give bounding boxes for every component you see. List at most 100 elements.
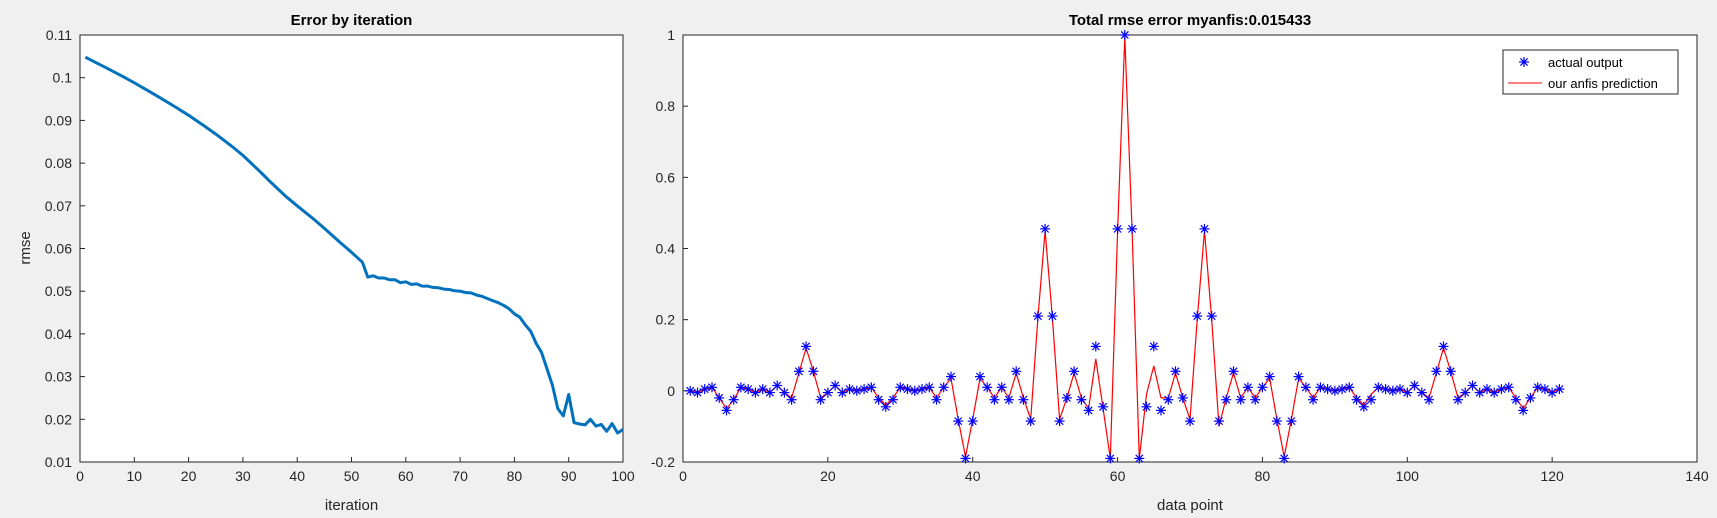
actual-output-point [1416, 387, 1427, 398]
actual-output-point [764, 387, 775, 398]
legend-label-actual: actual output [1548, 55, 1623, 70]
actual-output-point [1199, 223, 1210, 234]
y-tick-label: 0.05 [45, 283, 72, 299]
actual-output-point [1192, 311, 1203, 322]
actual-output-point [1308, 394, 1319, 405]
x-tick-label: 100 [611, 468, 635, 484]
y-tick-label: 1 [667, 27, 675, 43]
actual-output-point [692, 387, 703, 398]
left-ticks: 0 10 20 30 40 50 60 70 80 90 100 0.01 0.02 0.03 0.04 0.… [45, 27, 635, 484]
actual-output-point [859, 384, 870, 395]
right-chart: Total rmse error myanfis:0.015433 data p… [651, 12, 1709, 514]
actual-output-point [1525, 392, 1536, 403]
actual-output-point [866, 382, 877, 393]
right-chart-title: Total rmse error myanfis:0.015433 [1069, 12, 1311, 29]
actual-output-point [1489, 387, 1500, 398]
actual-output-point [917, 384, 927, 395]
actual-output-point [1257, 382, 1268, 393]
actual-output-point [1003, 394, 1014, 405]
actual-output-point [1467, 380, 1478, 391]
actual-output-point [960, 453, 971, 464]
actual-output-point [786, 394, 797, 405]
actual-output-point [837, 387, 848, 398]
actual-output-point [808, 366, 819, 377]
actual-output-point [772, 380, 783, 391]
actual-output-point [815, 394, 826, 405]
actual-output-point [750, 387, 761, 398]
legend-marker-actual [1519, 57, 1529, 67]
actual-output-point [1315, 382, 1326, 393]
actual-output-point [1185, 416, 1195, 427]
actual-output-point [1141, 401, 1152, 412]
x-tick-label: 80 [507, 468, 523, 484]
x-tick-label: 0 [76, 468, 84, 484]
actual-output-point [996, 382, 1007, 393]
y-tick-label: 0.4 [656, 241, 676, 257]
actual-output-point [1496, 384, 1507, 395]
actual-output-point [1163, 394, 1174, 405]
legend-label-prediction: our anfis prediction [1548, 76, 1658, 91]
actual-output-point [1228, 366, 1239, 377]
x-tick-label: 20 [820, 468, 836, 484]
actual-output-point [1293, 371, 1304, 382]
x-tick-label: 20 [181, 468, 197, 484]
y-tick-label: 0.11 [46, 27, 72, 43]
actual-output-point [1032, 311, 1043, 322]
actual-output-point [873, 394, 884, 405]
actual-output-point [1090, 341, 1101, 352]
x-tick-label: 10 [127, 468, 143, 484]
right-series [685, 30, 1565, 464]
actual-output-point [1054, 416, 1065, 427]
actual-output-point [1221, 394, 1232, 405]
actual-output-point [1025, 416, 1036, 427]
actual-output-point [714, 392, 725, 403]
actual-output-point [1112, 223, 1123, 234]
y-tick-label: 0.6 [656, 169, 676, 185]
y-tick-label: 0.04 [45, 326, 72, 342]
actual-output-point [1083, 405, 1094, 416]
x-tick-label: 0 [679, 468, 687, 484]
actual-output-point [953, 416, 964, 427]
actual-output-point [1402, 387, 1413, 398]
actual-output-point [1250, 394, 1261, 405]
actual-output-point [895, 382, 906, 393]
actual-output-point [1445, 366, 1456, 377]
actual-output-point [1322, 384, 1333, 395]
y-tick-label: 0.02 [45, 411, 72, 427]
right-ticks: 0 20 40 60 80 100 120 140-0.200.20.40.60.81 [651, 27, 1709, 484]
y-tick-label: 0.03 [45, 369, 72, 385]
actual-output-point [1119, 30, 1130, 40]
actual-output-point [1395, 384, 1405, 395]
actual-output-point [685, 385, 696, 396]
left-chart-title: Error by iteration [291, 12, 413, 29]
actual-output-point [909, 385, 920, 396]
actual-output-point [902, 384, 913, 395]
actual-output-point [743, 384, 754, 395]
actual-output-point [1503, 382, 1514, 393]
actual-output-point [1177, 392, 1188, 403]
actual-output-point [1279, 453, 1290, 464]
actual-output-point [1148, 341, 1159, 352]
x-tick-label: 140 [1685, 468, 1709, 484]
actual-output-point [1286, 416, 1297, 427]
actual-output-point [989, 394, 1000, 405]
x-tick-label: 70 [452, 468, 468, 484]
actual-output-point [880, 401, 891, 412]
actual-output-point [1061, 392, 1072, 403]
x-tick-label: 60 [398, 468, 414, 484]
actual-output-point [1460, 387, 1471, 398]
actual-output-point [1474, 387, 1485, 398]
actual-output-point [1424, 394, 1434, 405]
actual-output-point [1366, 394, 1377, 405]
actual-output-point [1170, 366, 1181, 377]
actual-output-point [1358, 401, 1369, 412]
actual-output-point [982, 382, 993, 393]
actual-output-point [757, 384, 768, 395]
rmse-line [84, 55, 624, 435]
actual-output-point [1069, 366, 1080, 377]
actual-output-point [1076, 394, 1087, 405]
actual-output-point [699, 384, 710, 395]
actual-output-point [1047, 311, 1058, 322]
actual-output-point [822, 387, 833, 398]
